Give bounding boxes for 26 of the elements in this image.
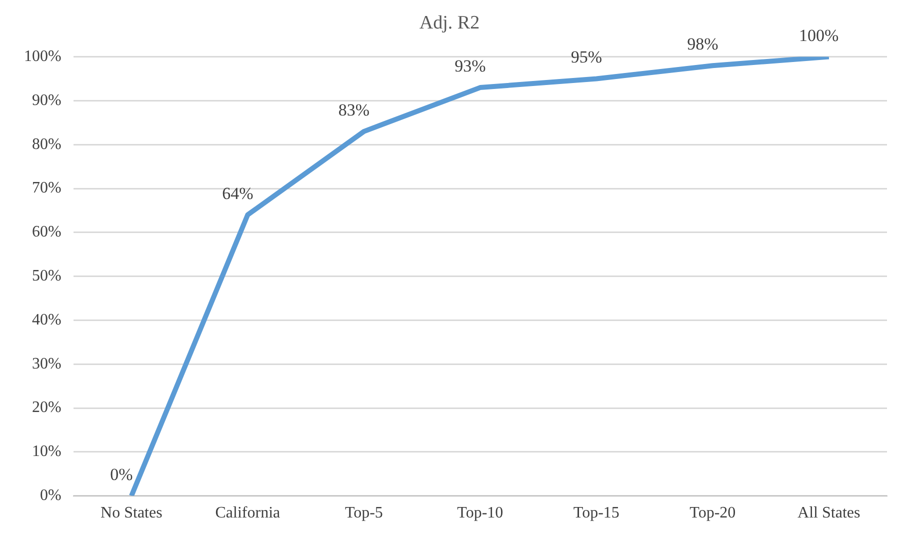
y-tick-label: 70% — [32, 180, 62, 197]
text: 93% — [454, 56, 486, 76]
text: 100% — [799, 26, 839, 45]
text: 64% — [222, 184, 254, 203]
x-tick-label: Top-10 — [457, 504, 504, 522]
y-tick-label: 60% — [32, 224, 62, 241]
x-tick-label: California — [215, 504, 280, 522]
x-tick-label: No States — [100, 504, 162, 522]
y-tick-label: 20% — [32, 399, 62, 416]
y-tick-label: 80% — [32, 136, 62, 153]
text: 0% — [110, 464, 133, 484]
y-tick-label: 100% — [24, 48, 62, 66]
x-tick-label: All States — [798, 504, 860, 522]
text: 95% — [570, 48, 602, 67]
text: 83% — [338, 100, 370, 120]
y-tick-label: 30% — [32, 355, 62, 372]
text: 98% — [687, 34, 718, 54]
x-tick-label: Top-20 — [690, 504, 736, 522]
x-tick-label: Top-5 — [344, 504, 383, 522]
chart-title: Adj. R2 — [419, 12, 480, 34]
y-tick-label: 0% — [40, 487, 62, 504]
y-tick-label: 10% — [32, 443, 62, 460]
y-tick-label: 50% — [32, 268, 62, 285]
y-tick-label: 90% — [32, 92, 62, 109]
y-tick-label: 40% — [32, 311, 62, 328]
x-tick-label: Top-15 — [573, 504, 620, 522]
